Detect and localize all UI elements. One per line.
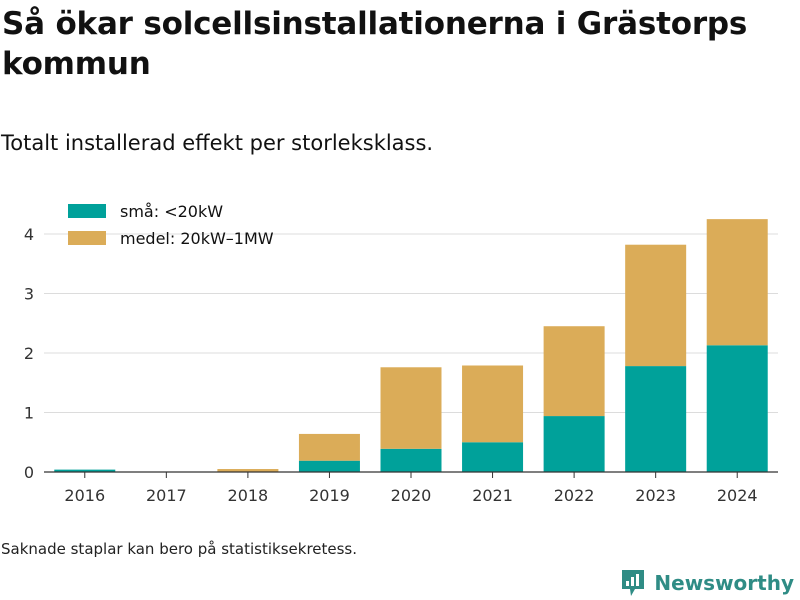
x-tick-label: 2018 <box>228 486 269 505</box>
y-axis-ticks: 0 1 2 3 4 <box>24 225 34 482</box>
x-tick-label: 2020 <box>391 486 432 505</box>
legend-swatch <box>68 231 106 245</box>
y-tick-label: 3 <box>24 285 34 304</box>
bar-segment <box>298 433 360 461</box>
x-tick-label: 2022 <box>554 486 595 505</box>
bars <box>54 219 768 472</box>
y-tick-label: 1 <box>24 404 34 423</box>
brand-name: Newsworthy <box>654 571 794 595</box>
bar-segment <box>380 448 442 472</box>
bar-segment <box>625 244 687 367</box>
chart-title: Så ökar solcellsinstallationerna i Gräst… <box>2 6 748 82</box>
bar-segment <box>706 345 768 472</box>
bar-segment <box>380 367 442 449</box>
bar-segment <box>543 326 605 417</box>
brand-logo[interactable]: Newsworthy <box>620 568 794 598</box>
bar-segment <box>462 442 524 472</box>
bar-segment <box>462 365 524 443</box>
bar-segment <box>54 469 116 472</box>
legend-label: små: <20kW <box>120 202 223 221</box>
x-axis: 2016 2017 2018 2019 2020 2021 2022 2023 2024 <box>44 471 778 505</box>
x-tick-label: 2016 <box>64 486 105 505</box>
y-tick-label: 4 <box>24 225 34 244</box>
legend: små: <20kW medel: 20kW–1MW <box>68 202 274 248</box>
legend-swatch <box>68 204 106 218</box>
x-tick-label: 2024 <box>717 486 758 505</box>
newsworthy-logo-icon <box>622 570 645 596</box>
legend-label: medel: 20kW–1MW <box>120 229 274 248</box>
y-tick-label: 0 <box>24 463 34 482</box>
bar-segment <box>543 416 605 472</box>
bar-segment <box>625 366 687 472</box>
bar-segment <box>217 469 279 472</box>
footnote: Saknade staplar kan bero på statistiksek… <box>1 540 358 558</box>
x-tick-label: 2023 <box>635 486 676 505</box>
bar-segment <box>298 460 360 472</box>
x-tick-label: 2021 <box>472 486 513 505</box>
bar-segment <box>706 219 768 346</box>
x-tick-label: 2019 <box>309 486 350 505</box>
chart-subtitle: Totalt installerad effekt per storlekskl… <box>1 131 434 155</box>
x-tick-label: 2017 <box>146 486 187 505</box>
y-tick-label: 2 <box>24 344 34 363</box>
